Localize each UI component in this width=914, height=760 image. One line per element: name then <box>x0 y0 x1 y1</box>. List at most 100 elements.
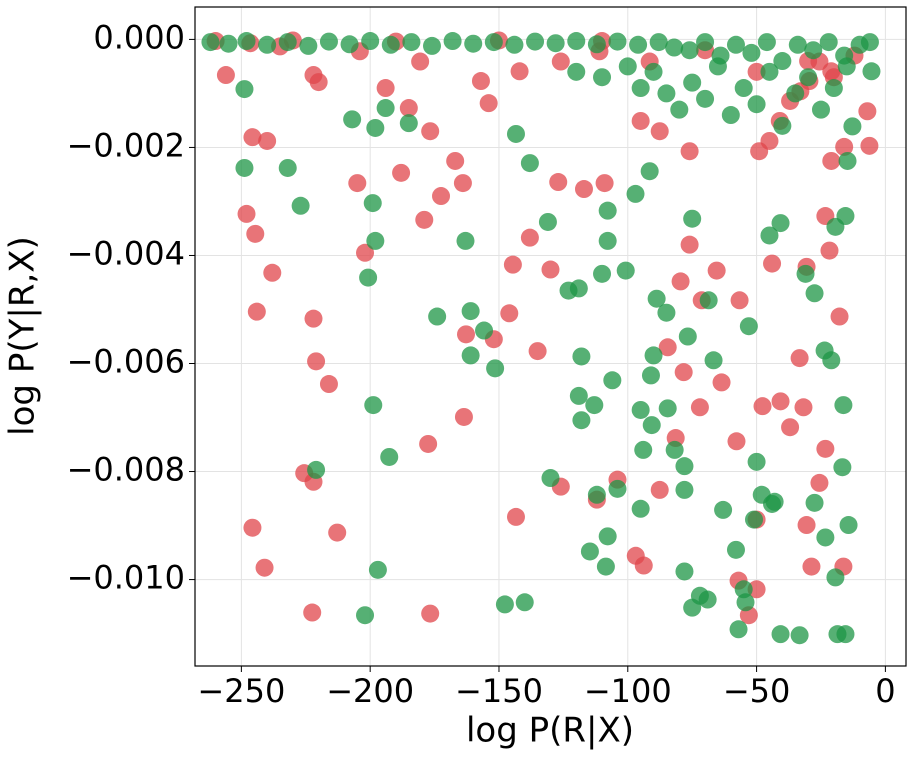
point <box>495 595 514 614</box>
point <box>826 568 845 587</box>
point <box>745 510 764 529</box>
point <box>201 33 220 52</box>
point <box>415 210 434 229</box>
point <box>484 33 503 52</box>
point <box>641 366 660 385</box>
point <box>585 396 604 415</box>
point <box>650 480 669 499</box>
point <box>595 174 614 193</box>
point <box>237 204 256 223</box>
point <box>680 142 699 161</box>
point <box>328 523 347 542</box>
point <box>799 68 818 87</box>
point <box>423 36 441 55</box>
point <box>247 302 266 321</box>
point <box>567 32 586 51</box>
point <box>303 603 322 622</box>
point <box>598 231 617 250</box>
point <box>771 214 790 233</box>
x-tick-label: −100 <box>584 672 672 710</box>
point <box>747 580 766 599</box>
plot-frame <box>194 6 907 667</box>
point <box>773 116 792 135</box>
point <box>797 516 816 535</box>
point <box>730 291 749 310</box>
point <box>753 397 772 416</box>
point <box>810 473 829 492</box>
point <box>319 32 338 51</box>
y-tick-label: −0.004 <box>67 234 185 272</box>
point <box>680 235 699 254</box>
point <box>598 201 617 220</box>
point <box>549 173 568 192</box>
point <box>364 396 383 415</box>
point <box>520 228 539 247</box>
point <box>541 469 560 488</box>
point <box>642 416 661 435</box>
point <box>670 100 689 119</box>
point <box>631 499 650 518</box>
point <box>805 284 824 303</box>
point <box>380 447 399 466</box>
point <box>833 458 852 477</box>
point <box>551 52 570 71</box>
point <box>235 158 254 177</box>
point <box>742 43 761 62</box>
point <box>822 151 841 170</box>
point <box>569 386 588 405</box>
point <box>432 187 451 206</box>
point <box>603 371 622 390</box>
point <box>457 325 476 344</box>
point <box>593 68 612 87</box>
point <box>750 142 769 161</box>
point <box>359 268 378 287</box>
point <box>790 626 809 645</box>
point <box>307 352 326 371</box>
point <box>671 272 690 291</box>
point <box>826 217 845 236</box>
point <box>747 95 766 114</box>
point <box>319 375 338 394</box>
point <box>580 542 599 561</box>
point <box>816 439 835 458</box>
point <box>486 359 505 378</box>
point <box>304 309 323 328</box>
point <box>356 243 375 262</box>
point <box>538 212 557 231</box>
point <box>593 264 612 283</box>
point <box>640 162 659 181</box>
point <box>546 34 565 53</box>
point <box>258 35 277 54</box>
point <box>399 99 418 118</box>
point <box>796 264 815 283</box>
point <box>363 194 382 213</box>
point <box>836 625 855 644</box>
point <box>649 33 668 52</box>
point <box>665 440 684 459</box>
point <box>634 440 653 459</box>
point <box>838 151 857 170</box>
point <box>587 35 606 54</box>
point <box>763 254 782 273</box>
point <box>428 307 447 326</box>
point <box>278 158 297 177</box>
point <box>726 540 745 559</box>
point <box>263 263 282 282</box>
point <box>574 180 593 199</box>
y-tick-label: 0.000 <box>93 18 185 56</box>
point <box>657 84 676 103</box>
point <box>255 558 274 577</box>
point <box>822 351 841 370</box>
point <box>376 79 395 98</box>
point <box>446 151 465 170</box>
point <box>258 131 277 150</box>
point <box>626 184 645 203</box>
point <box>616 261 635 280</box>
point <box>683 73 702 92</box>
point <box>596 557 615 576</box>
point <box>658 399 677 418</box>
point <box>781 418 800 437</box>
point <box>381 35 400 54</box>
point <box>608 479 627 498</box>
